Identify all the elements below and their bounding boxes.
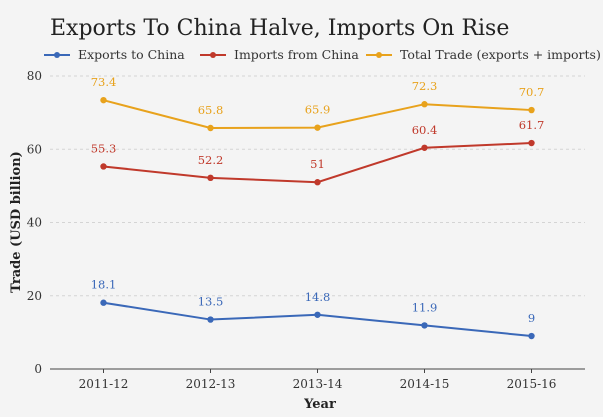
data-label-exports: 11.9 [412, 300, 438, 314]
y-axis-label: Trade (USD billion) [9, 151, 24, 293]
data-point-total [100, 96, 107, 104]
y-tick-label: 40 [27, 216, 42, 230]
x-tick-label: 2013-14 [293, 377, 343, 391]
series-total: 73.4 65.8 65.9 72.3 70.7 [91, 75, 545, 132]
legend: Exports to China Imports from China Tota… [44, 47, 601, 62]
data-point-exports [207, 316, 214, 323]
data-label-exports: 18.1 [91, 278, 117, 292]
data-label-total: 65.8 [198, 103, 224, 117]
y-tick-label: 60 [27, 142, 42, 156]
data-point-imports [207, 174, 214, 182]
series-exports: 18.1 13.5 14.8 11.9 9 [91, 278, 535, 340]
data-label-imports: 61.7 [519, 118, 545, 132]
data-point-imports [314, 179, 321, 186]
x-tick-label: 2015-16 [507, 377, 557, 391]
legend-item-total: Total Trade (exports + imports) [366, 47, 601, 62]
data-point-exports [528, 332, 535, 340]
y-tick-label: 20 [27, 289, 42, 303]
legend-item-imports: Imports from China [200, 47, 359, 62]
gridlines [50, 75, 585, 297]
x-tick-label: 2014-15 [400, 377, 450, 391]
legend-label-total: Total Trade (exports + imports) [400, 47, 601, 62]
data-point-imports [421, 144, 428, 151]
data-point-exports [314, 311, 321, 318]
data-point-total [314, 124, 321, 131]
data-label-imports: 51 [310, 157, 325, 171]
x-tick-label: 2012-13 [186, 377, 236, 391]
legend-marker-exports [54, 52, 60, 58]
series-layer: 18.1 13.5 14.8 11.9 9 55.3 52.2 51 60.4 61.7 73.4 6… [91, 75, 545, 340]
data-point-exports [100, 299, 107, 306]
data-label-total: 65.9 [305, 103, 331, 117]
x-tick-label: 2011-12 [79, 377, 129, 391]
x-axis-label: Year [303, 397, 336, 412]
data-label-total: 70.7 [519, 85, 545, 99]
data-point-total [207, 124, 214, 132]
legend-label-exports: Exports to China [78, 47, 185, 62]
data-label-exports: 14.8 [305, 290, 331, 304]
data-label-imports: 52.2 [198, 153, 224, 167]
y-tick-label: 0 [34, 362, 42, 376]
series-line-exports [103, 301, 532, 338]
x-axis-ticks: 2011-12 2012-13 2013-14 2014-15 2015-16 [79, 369, 557, 391]
data-label-exports: 13.5 [198, 295, 224, 309]
chart-title: Exports To China Halve, Imports On Rise [50, 16, 509, 41]
legend-marker-total [376, 52, 382, 58]
y-axis-ticks: 0 20 40 60 80 [27, 69, 42, 376]
data-point-exports [421, 322, 428, 329]
data-label-exports: 9 [528, 311, 535, 325]
data-label-imports: 60.4 [412, 123, 438, 137]
y-tick-label: 80 [27, 69, 42, 83]
data-label-total: 72.3 [412, 79, 438, 93]
legend-item-exports: Exports to China [44, 47, 185, 62]
data-point-total [528, 106, 535, 114]
series-imports: 55.3 52.2 51 60.4 61.7 [91, 118, 545, 186]
data-point-imports [100, 163, 107, 170]
legend-marker-imports [210, 52, 216, 58]
legend-label-imports: Imports from China [234, 47, 359, 62]
data-point-total [421, 101, 428, 108]
data-point-imports [528, 139, 535, 147]
data-label-imports: 55.3 [91, 141, 117, 155]
data-label-total: 73.4 [91, 75, 117, 89]
